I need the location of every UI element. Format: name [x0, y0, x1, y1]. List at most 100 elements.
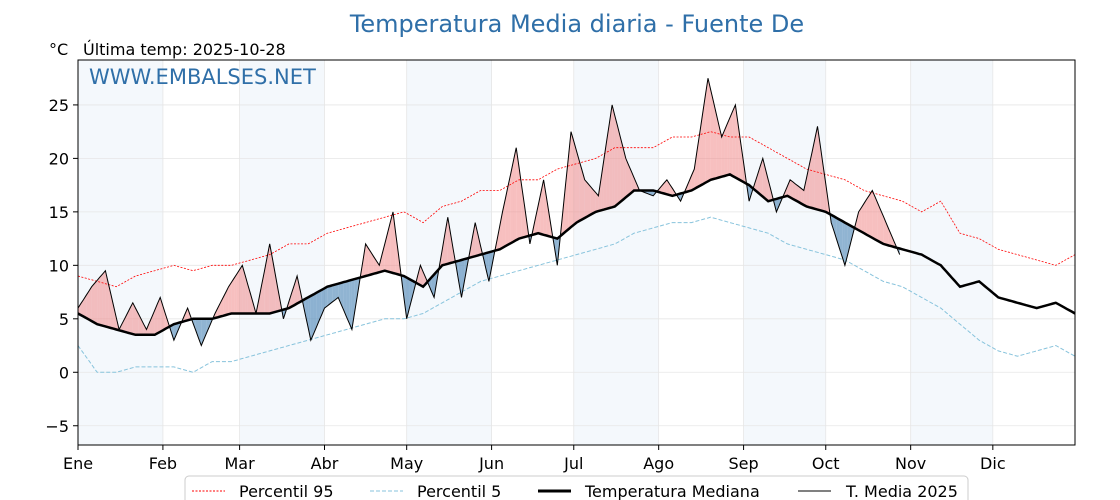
x-tick-label: Abr: [311, 454, 339, 473]
legend-p5: Percentil 5: [417, 482, 501, 500]
above-median-fill: [135, 308, 139, 335]
above-median-fill: [814, 126, 818, 210]
above-median-fill: [184, 308, 188, 322]
above-median-fill: [765, 169, 769, 202]
above-median-fill: [579, 160, 582, 222]
above-median-fill: [105, 270, 109, 328]
above-median-fill: [798, 186, 802, 204]
above-median-fill: [565, 158, 569, 232]
above-median-fill: [143, 324, 147, 335]
above-median-fill: [880, 209, 884, 244]
above-median-fill: [508, 173, 511, 245]
below-median-fill: [749, 185, 752, 202]
above-median-fill: [97, 277, 100, 325]
above-median-fill: [234, 273, 237, 314]
above-median-fill: [803, 177, 807, 207]
below-median-fill: [324, 286, 328, 309]
above-median-fill: [297, 276, 300, 304]
above-median-fill: [590, 186, 593, 215]
below-median-fill: [319, 289, 322, 321]
above-median-fill: [94, 280, 98, 325]
below-median-fill: [340, 282, 344, 311]
above-median-fill: [864, 199, 867, 235]
above-median-fill: [250, 294, 254, 314]
above-median-fill: [521, 186, 525, 238]
y-tick-label: 0: [59, 363, 69, 382]
x-tick-label: Ene: [63, 454, 93, 473]
above-median-fill: [110, 294, 114, 329]
above-median-fill: [628, 164, 632, 196]
above-median-fill: [266, 243, 270, 314]
above-median-fill: [812, 139, 815, 209]
above-median-fill: [877, 203, 881, 243]
x-tick-label: Jun: [478, 454, 504, 473]
x-tick-label: Nov: [895, 454, 926, 473]
above-median-fill: [634, 177, 637, 191]
above-median-fill: [823, 164, 826, 212]
above-median-fill: [612, 104, 615, 208]
above-median-fill: [740, 143, 744, 183]
median-line: [77, 173, 1076, 337]
above-median-fill: [801, 188, 804, 205]
below-median-fill: [833, 216, 837, 240]
above-median-fill: [149, 316, 152, 335]
below-median-fill: [329, 285, 333, 304]
y-axis-unit: °C: [49, 40, 68, 59]
above-median-fill: [705, 78, 708, 183]
above-median-fill: [91, 283, 95, 323]
above-median-fill: [162, 305, 166, 331]
above-median-fill: [595, 192, 599, 212]
p95-line: [77, 131, 1076, 288]
below-median-fill: [354, 278, 358, 313]
below-median-fill: [461, 259, 465, 298]
above-median-fill: [362, 243, 366, 277]
above-median-fill: [223, 292, 226, 316]
above-median-fill: [365, 243, 369, 277]
above-median-fill: [623, 147, 626, 200]
above-median-fill: [477, 234, 481, 256]
above-median-fill: [88, 286, 92, 322]
above-median-fill: [694, 150, 698, 189]
above-median-fill: [132, 302, 136, 335]
below-median-fill: [321, 288, 325, 315]
above-median-fill: [417, 265, 421, 286]
below-median-fill: [776, 198, 780, 212]
x-tick-label: Ago: [643, 454, 674, 473]
above-median-fill: [475, 222, 478, 257]
above-median-fill: [445, 217, 448, 265]
below-median-fill: [316, 291, 320, 328]
above-median-fill: [387, 222, 391, 273]
above-median-fill: [614, 115, 618, 207]
above-median-fill: [390, 211, 393, 273]
above-median-fill: [83, 295, 87, 319]
above-median-fill: [606, 123, 610, 209]
month-shade-Mar: [239, 60, 325, 445]
legend-median: Temperatura Mediana: [584, 482, 760, 500]
above-median-fill: [883, 216, 887, 245]
above-median-fill: [217, 302, 221, 318]
above-median-fill: [866, 194, 870, 237]
y-tick-label: 25: [49, 96, 69, 115]
above-median-fill: [601, 159, 604, 211]
above-median-fill: [762, 158, 766, 199]
above-median-fill: [809, 151, 813, 209]
t2025-line: [77, 78, 901, 347]
below-median-fill: [847, 224, 851, 255]
above-median-fill: [138, 313, 141, 335]
x-tick-label: Jul: [563, 454, 583, 473]
x-tick-label: Feb: [149, 454, 177, 473]
above-median-fill: [236, 269, 240, 314]
y-axis-ticks: −5 0 5 10 15 20 25: [45, 96, 78, 436]
legend-2025: T. Media 2025: [845, 482, 958, 500]
above-median-fill: [713, 101, 717, 180]
above-median-fill: [499, 211, 503, 250]
below-median-fill: [305, 297, 309, 328]
above-median-fill: [146, 323, 150, 335]
x-tick-label: Mar: [225, 454, 256, 473]
above-median-fill: [787, 179, 791, 198]
above-median-fill: [86, 291, 89, 320]
above-median-fill: [450, 233, 454, 264]
above-median-fill: [768, 179, 771, 202]
below-median-fill: [335, 283, 339, 300]
